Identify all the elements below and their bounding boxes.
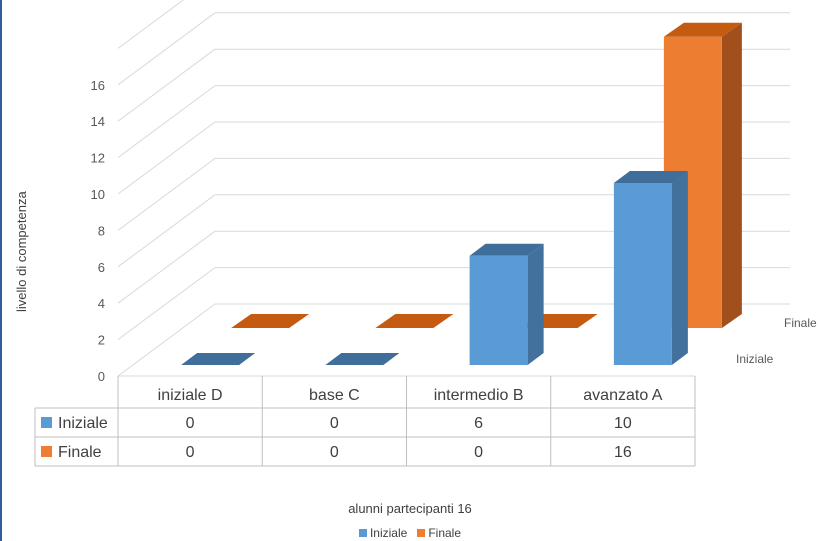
gridline-side <box>117 121 216 195</box>
gridline-side <box>117 267 216 341</box>
bar-finale-1-top <box>375 314 454 328</box>
bar-iniziale-1-top <box>325 353 400 365</box>
bar-finale-3-side <box>721 22 742 329</box>
gridline-side <box>117 303 216 377</box>
y-tick-label: 12 <box>91 151 105 166</box>
window-edge <box>0 0 2 541</box>
legend-label: Finale <box>428 526 462 540</box>
table-header: iniziale D <box>158 387 223 404</box>
y-tick-label: 8 <box>98 223 105 238</box>
table-legend-key <box>41 417 52 428</box>
legend-item: Finale <box>417 526 461 540</box>
gridline-side <box>117 48 216 122</box>
depth-label-finale: Finale <box>784 316 817 330</box>
table-legend-key <box>41 446 52 457</box>
table-cell: 10 <box>614 415 632 432</box>
x-axis-title: alunni partecipanti 16 <box>348 501 472 516</box>
y-tick-label: 6 <box>98 260 105 275</box>
legend: Iniziale Finale <box>0 526 820 540</box>
table-cell: 0 <box>186 415 195 432</box>
bar-iniziale-3-side <box>671 171 688 365</box>
gridline-side <box>117 157 216 231</box>
bar-iniziale-0-top <box>181 353 256 365</box>
y-tick-label: 10 <box>91 187 105 202</box>
legend-swatch <box>358 529 367 537</box>
gridline-side <box>117 85 216 159</box>
table-cell: 6 <box>474 415 483 432</box>
depth-label-iniziale: Iniziale <box>736 352 774 366</box>
bar-iniziale-2-side <box>527 243 544 365</box>
legend-swatch <box>417 529 426 537</box>
y-tick-label: 14 <box>91 114 105 129</box>
table-header: intermedio B <box>434 387 524 404</box>
table-cell: 0 <box>474 444 483 461</box>
gridline-side <box>117 12 216 86</box>
table-cell: 0 <box>186 444 195 461</box>
table-cell: 0 <box>330 444 339 461</box>
y-tick-label: 2 <box>98 333 105 348</box>
legend-label: Iniziale <box>369 526 408 540</box>
table-cell: 0 <box>330 415 339 432</box>
bar-finale-3-top <box>663 22 742 37</box>
gridline-side <box>117 194 216 268</box>
table-header: base C <box>309 387 360 404</box>
bar-iniziale-2-top <box>469 243 544 256</box>
bar-iniziale-3-top <box>613 171 688 183</box>
gridline-side <box>117 230 216 304</box>
bar-finale-0-top <box>231 314 310 328</box>
y-axis-title: livello di competenza <box>14 191 29 312</box>
table-row-label: Iniziale <box>58 415 108 432</box>
table-cell: 16 <box>614 444 632 461</box>
table-header: avanzato A <box>583 387 663 404</box>
bar-iniziale-2-front <box>469 255 528 365</box>
legend-item: Iniziale <box>358 526 408 540</box>
table-row-label: Finale <box>58 444 102 461</box>
y-tick-label: 16 <box>91 78 105 93</box>
y-tick-label: 0 <box>98 369 105 384</box>
gridline-side <box>117 0 185 49</box>
bar-iniziale-3-front <box>613 183 672 365</box>
y-tick-label: 4 <box>98 296 105 311</box>
